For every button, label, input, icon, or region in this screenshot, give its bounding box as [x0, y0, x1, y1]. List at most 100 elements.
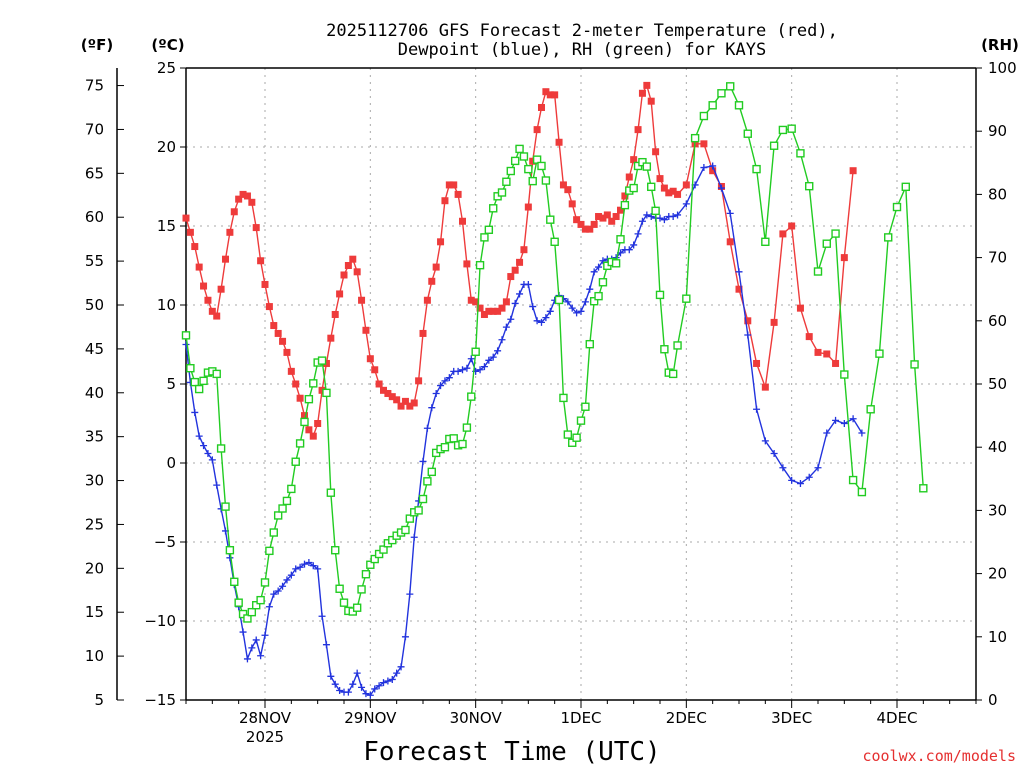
temperature-point [336, 290, 344, 298]
dewpoint-point [581, 298, 589, 306]
temperature-point [186, 228, 194, 236]
temperature-point [744, 317, 752, 325]
dewpoint-point [634, 230, 642, 238]
fahrenheit-tick-label: 60 [85, 208, 104, 226]
temperature-point [292, 380, 300, 388]
rh-point [568, 438, 577, 447]
temperature-point [709, 167, 717, 175]
celsius-tick-label: 10 [157, 296, 176, 314]
temperature-point [318, 386, 326, 394]
dewpoint-point [814, 464, 822, 472]
temperature-point [551, 91, 559, 99]
rh-point [572, 433, 581, 442]
rh-point [418, 494, 428, 504]
rh-point [199, 376, 208, 386]
dewpoint-point [669, 213, 677, 221]
temperature-point [581, 225, 589, 233]
rh-point [243, 614, 252, 623]
rh-point [532, 155, 542, 164]
temperature-point [814, 348, 822, 356]
dewpoint-point [208, 456, 216, 464]
rh-point [541, 176, 551, 185]
fahrenheit-tick-label: 55 [85, 252, 104, 270]
rh-point [884, 233, 893, 242]
dewpoint-point [599, 257, 607, 265]
temperature-point [331, 310, 339, 318]
dewpoint-point [410, 533, 418, 541]
temperature-point [243, 192, 251, 200]
dewpoint-point [568, 304, 576, 312]
rh-point [252, 601, 261, 610]
dewpoint-point [674, 211, 682, 219]
dewpoint-point [832, 416, 840, 424]
grid-lines [186, 68, 976, 700]
dewpoint-point [274, 587, 282, 595]
rh-point [528, 176, 537, 186]
dewpoint-point [292, 565, 300, 573]
rh-point [690, 133, 700, 143]
dewpoint-point [529, 303, 537, 311]
temperature-point [805, 333, 813, 341]
rh-point [278, 504, 287, 513]
temperature-point [643, 81, 651, 89]
rh-point [519, 152, 529, 161]
rh-point [304, 394, 314, 404]
rh-tick-label: 0 [988, 691, 998, 709]
rh-point [238, 609, 248, 619]
rh-point [401, 525, 410, 535]
rh-point [370, 554, 379, 564]
rh-point [414, 506, 423, 515]
dewpoint-point [349, 680, 357, 688]
rh-point [524, 164, 533, 174]
dewpoint-point [226, 554, 234, 562]
temperature-point [208, 307, 216, 315]
rh-point [326, 488, 336, 497]
dewpoint-point [459, 366, 466, 374]
dewpoint-point [200, 442, 208, 450]
temperature-point [516, 258, 524, 266]
celsius-tick-label: 5 [166, 375, 176, 393]
rh-point [216, 444, 226, 453]
temperature-point [573, 216, 581, 224]
rh-point [638, 157, 647, 167]
dewpoint-point [494, 347, 502, 355]
rh-point [563, 430, 573, 439]
rh-point [427, 467, 436, 477]
rh-point [374, 549, 384, 559]
temperature-point [349, 255, 357, 263]
rh-point [462, 423, 472, 432]
rh-point [594, 291, 603, 301]
rh-point [269, 528, 278, 537]
temperature-point [603, 211, 611, 219]
temperature-point [195, 263, 203, 271]
rh-point [875, 349, 884, 358]
dewpoint-point [717, 184, 725, 192]
dewpoint-point [489, 353, 497, 361]
dewpoint-point [375, 682, 383, 690]
temperature-point [445, 181, 453, 189]
temperature-point [498, 304, 506, 312]
temperature-point [222, 255, 229, 263]
rh-point [458, 439, 467, 449]
rh-point [256, 595, 265, 605]
dewpoint-point [428, 404, 436, 412]
rh-point [331, 546, 340, 555]
rh-point [673, 341, 682, 350]
dewpoint-point [538, 318, 545, 326]
temperature-point [265, 303, 273, 311]
dewpoint-point [761, 437, 769, 445]
rh-point [787, 124, 796, 133]
temperature-point [401, 397, 409, 405]
dewpoint-point [397, 663, 405, 671]
rh-point [668, 369, 678, 379]
temperature-point [700, 140, 708, 148]
x-tick-label: 30NOV [450, 709, 503, 727]
temperature-point [559, 181, 567, 189]
temperature-point [388, 393, 396, 401]
dewpoint-point [322, 641, 330, 649]
temperature-point [546, 91, 554, 99]
temperature-point [380, 386, 387, 394]
temperature-point [287, 367, 295, 375]
celsius-tick-label: 20 [157, 138, 176, 156]
temperature-point [191, 243, 199, 251]
